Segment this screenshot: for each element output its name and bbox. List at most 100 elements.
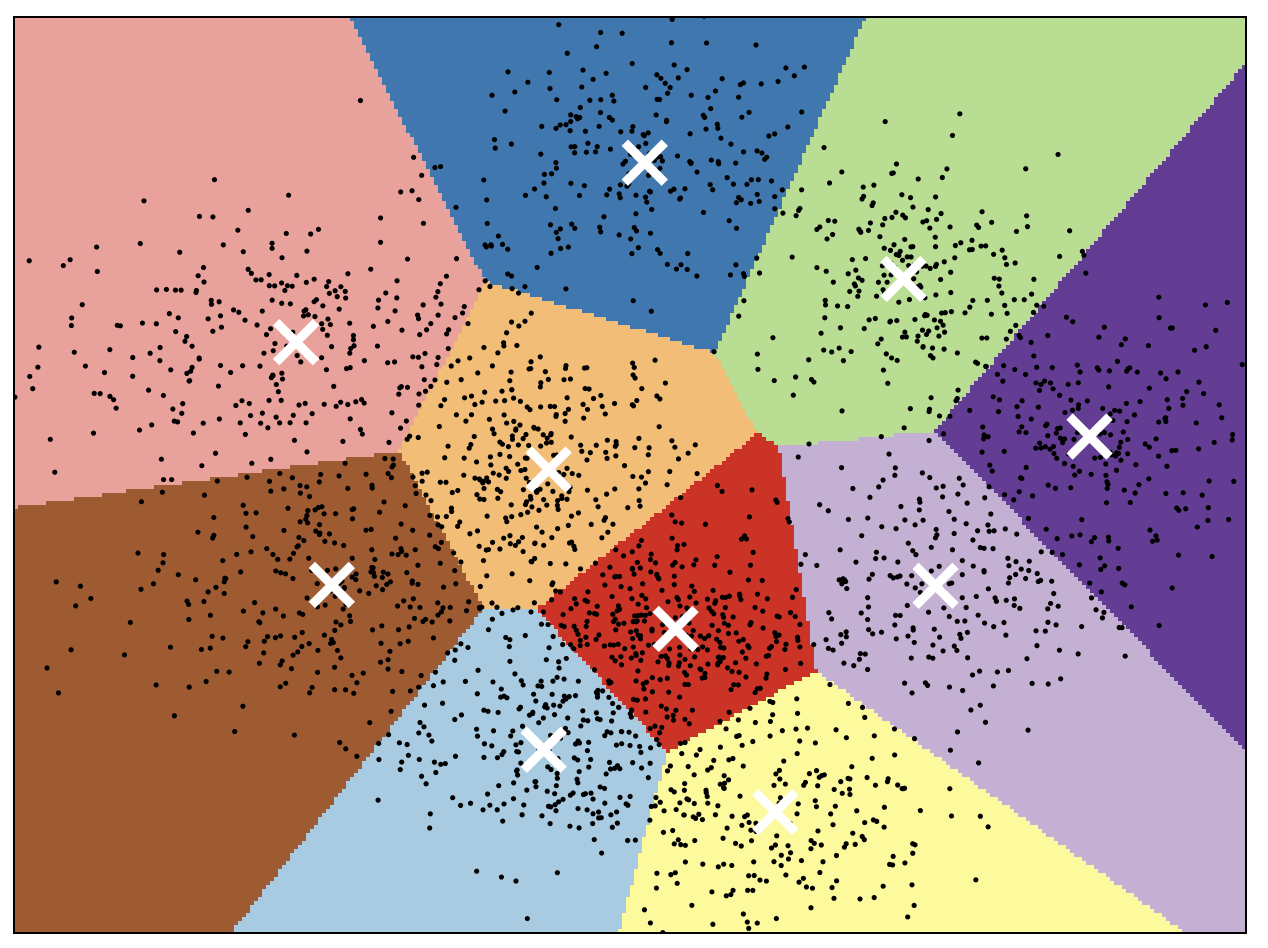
- data-point: [1114, 450, 1120, 456]
- data-point: [569, 221, 575, 227]
- data-point: [669, 17, 675, 22]
- data-point: [896, 299, 902, 305]
- voronoi-region-10: [654, 797, 999, 802]
- voronoi-region-6: [374, 453, 403, 458]
- data-point: [970, 297, 976, 304]
- data-point: [936, 413, 943, 419]
- data-point: [331, 540, 338, 546]
- data-point: [1011, 497, 1017, 503]
- data-point: [882, 118, 888, 125]
- data-point: [1034, 364, 1040, 370]
- data-point: [653, 112, 659, 118]
- voronoi-region-6: [14, 881, 271, 886]
- data-point: [754, 591, 761, 597]
- data-point: [211, 514, 217, 521]
- data-point: [487, 802, 493, 808]
- data-point: [492, 145, 498, 151]
- data-point: [733, 262, 739, 268]
- data-point: [217, 362, 224, 369]
- voronoi-region-1: [14, 257, 475, 262]
- data-point: [1102, 563, 1108, 569]
- data-point: [53, 579, 59, 585]
- voronoi-region-3: [762, 249, 1087, 254]
- voronoi-region-3: [714, 353, 999, 358]
- data-point: [135, 550, 141, 556]
- data-point: [856, 288, 862, 294]
- voronoi-region-9: [418, 693, 615, 698]
- data-point: [1099, 615, 1106, 621]
- voronoi-region-1: [14, 505, 19, 510]
- data-point: [256, 660, 263, 666]
- data-point: [629, 549, 635, 555]
- data-point: [606, 759, 613, 765]
- data-point: [672, 559, 678, 566]
- data-point: [825, 217, 831, 224]
- data-point: [691, 654, 698, 660]
- data-point: [455, 358, 461, 364]
- data-point: [522, 466, 528, 473]
- data-point: [548, 250, 554, 256]
- voronoi-region-4: [1218, 721, 1246, 726]
- voronoi-region-3: [730, 317, 1031, 322]
- voronoi-region-3: [850, 53, 1246, 58]
- voronoi-region-8: [962, 773, 1246, 778]
- data-point: [458, 377, 464, 383]
- voronoi-region-2: [434, 177, 795, 182]
- data-point: [1042, 628, 1048, 634]
- voronoi-region-1: [14, 453, 375, 458]
- data-point: [415, 562, 421, 568]
- data-point: [679, 750, 685, 757]
- voronoi-region-6: [14, 577, 467, 582]
- data-point: [461, 472, 467, 478]
- data-point: [664, 90, 671, 96]
- data-point: [881, 824, 887, 830]
- data-point: [563, 362, 569, 369]
- data-point: [314, 669, 321, 675]
- data-point: [671, 789, 677, 795]
- data-point: [247, 412, 254, 419]
- voronoi-region-3: [818, 117, 1199, 122]
- voronoi-region-4: [1142, 185, 1246, 190]
- data-point: [519, 534, 525, 541]
- data-point: [520, 487, 526, 493]
- data-point: [304, 484, 310, 490]
- data-point: [265, 425, 271, 431]
- voronoi-region-7: [746, 441, 775, 446]
- data-point: [1006, 563, 1012, 569]
- voronoi-region-4: [1142, 641, 1246, 646]
- data-point: [292, 634, 298, 640]
- data-point: [696, 811, 702, 817]
- data-point: [494, 604, 500, 610]
- data-point: [540, 609, 547, 615]
- voronoi-region-4: [1110, 609, 1246, 614]
- data-point: [534, 264, 540, 271]
- data-point: [529, 504, 535, 510]
- data-point: [499, 610, 505, 616]
- voronoi-region-4: [1002, 497, 1246, 502]
- voronoi-region-9: [234, 929, 619, 933]
- voronoi-region-4: [1170, 153, 1246, 158]
- voronoi-region-5: [418, 413, 747, 418]
- voronoi-regions: [14, 17, 1246, 933]
- data-point: [708, 765, 714, 771]
- voronoi-region-2: [542, 297, 739, 302]
- data-point: [549, 582, 555, 588]
- voronoi-region-4: [990, 365, 1246, 370]
- data-point: [675, 542, 681, 549]
- data-point: [849, 764, 855, 770]
- data-point: [380, 587, 386, 593]
- data-point: [959, 557, 965, 564]
- data-point: [266, 283, 272, 289]
- data-point: [625, 837, 631, 844]
- data-point: [823, 637, 829, 643]
- voronoi-region-6: [46, 501, 427, 506]
- voronoi-region-8: [1138, 897, 1246, 902]
- data-point: [538, 678, 544, 684]
- voronoi-region-5: [466, 577, 575, 582]
- voronoi-region-4: [1014, 509, 1246, 514]
- voronoi-region-1: [14, 433, 407, 438]
- voronoi-region-8: [1054, 837, 1246, 842]
- data-point: [483, 547, 489, 553]
- data-point: [1154, 537, 1160, 543]
- data-point: [727, 272, 734, 278]
